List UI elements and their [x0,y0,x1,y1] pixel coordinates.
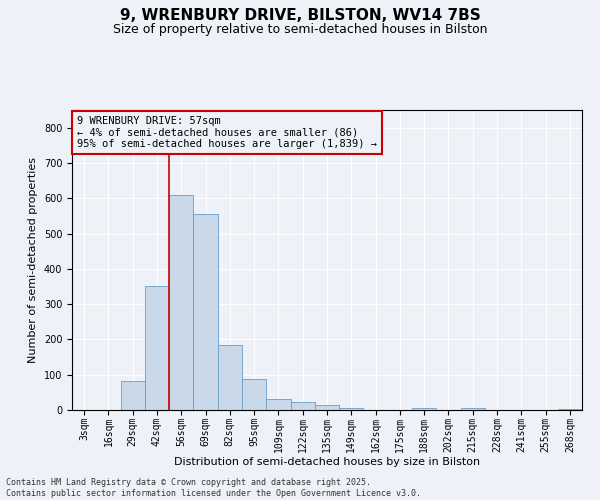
Text: Size of property relative to semi-detached houses in Bilston: Size of property relative to semi-detach… [113,22,487,36]
Text: 9 WRENBURY DRIVE: 57sqm
← 4% of semi-detached houses are smaller (86)
95% of sem: 9 WRENBURY DRIVE: 57sqm ← 4% of semi-det… [77,116,377,149]
Bar [193,214,218,410]
Text: Contains HM Land Registry data © Crown copyright and database right 2025.
Contai: Contains HM Land Registry data © Crown c… [6,478,421,498]
Bar [339,408,364,410]
Bar [461,408,485,410]
X-axis label: Distribution of semi-detached houses by size in Bilston: Distribution of semi-detached houses by … [174,457,480,467]
Bar [218,346,242,410]
Bar [290,402,315,410]
Bar [145,286,169,410]
Bar [412,408,436,410]
Bar [169,196,193,410]
Bar [242,378,266,410]
Bar [315,405,339,410]
Bar [266,400,290,410]
Text: 9, WRENBURY DRIVE, BILSTON, WV14 7BS: 9, WRENBURY DRIVE, BILSTON, WV14 7BS [119,8,481,22]
Bar [121,381,145,410]
Y-axis label: Number of semi-detached properties: Number of semi-detached properties [28,157,38,363]
